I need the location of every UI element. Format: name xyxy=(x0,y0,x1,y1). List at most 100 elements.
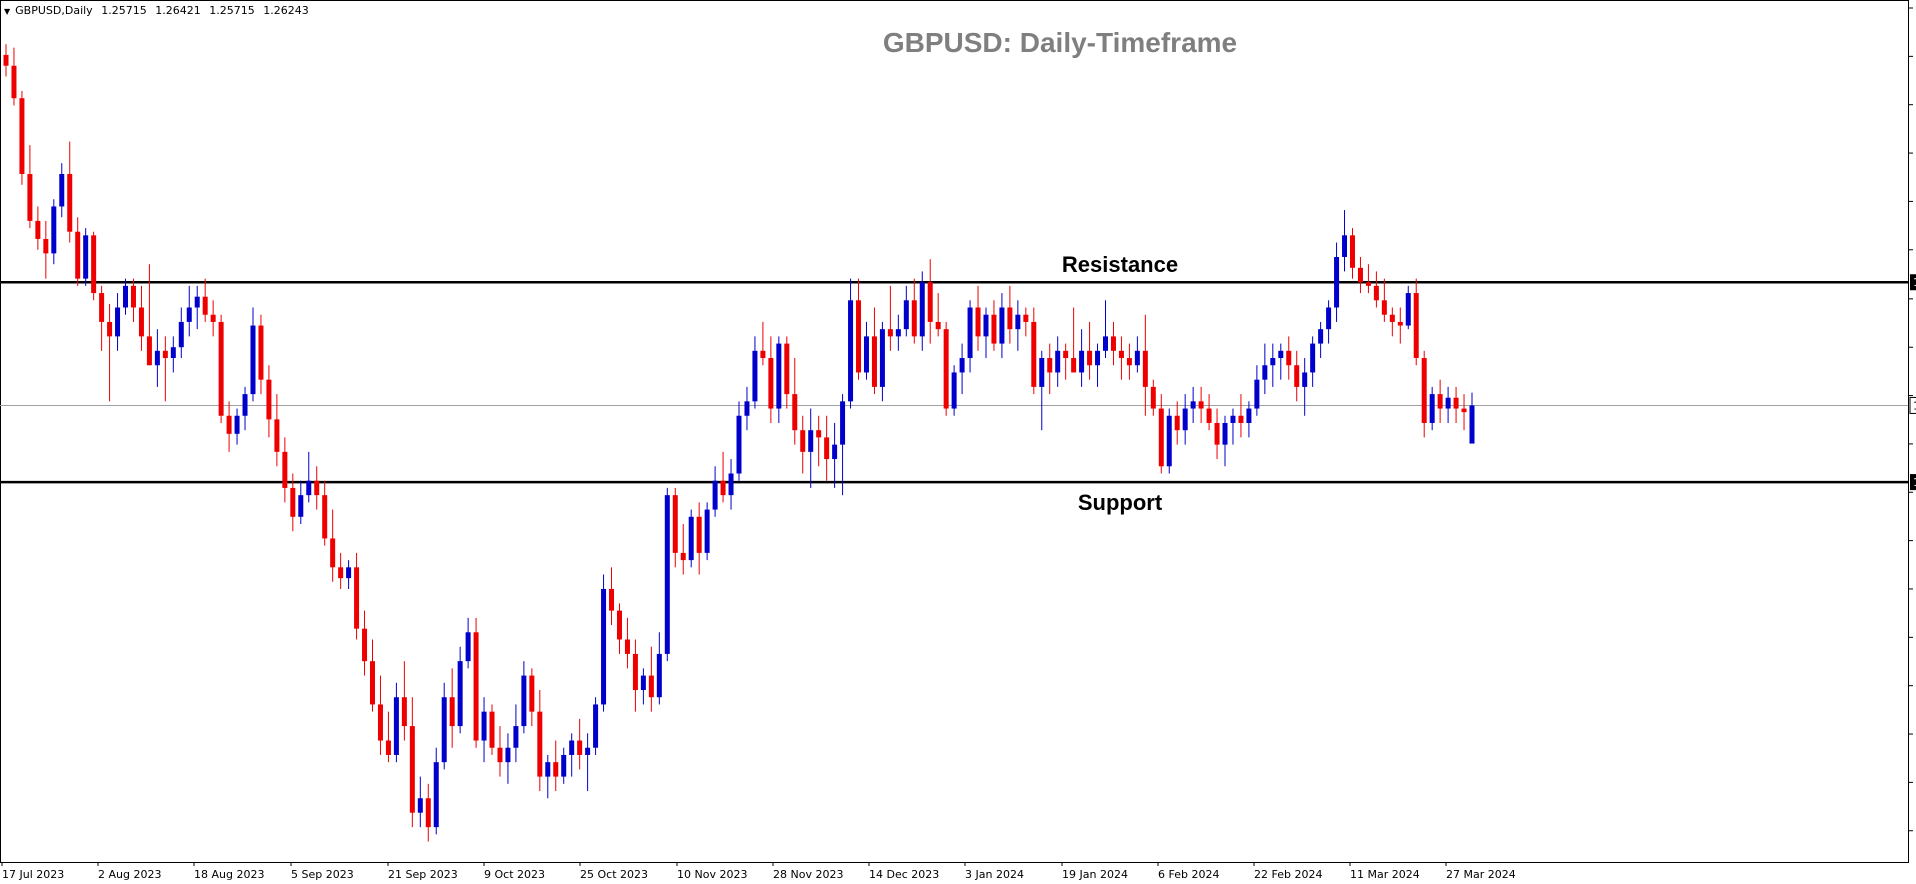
candle-body xyxy=(385,740,391,755)
candle-body xyxy=(481,711,487,741)
candle-body xyxy=(577,740,583,755)
candle-body xyxy=(951,372,957,409)
candle-body xyxy=(585,747,591,755)
plot-border xyxy=(0,0,1909,863)
candle-body xyxy=(688,516,694,561)
candle-body xyxy=(27,173,33,221)
candle-body xyxy=(1198,401,1204,409)
time-tick-label: 10 Nov 2023 xyxy=(677,868,747,881)
candle-body xyxy=(370,661,375,705)
candle-body xyxy=(1039,358,1045,387)
candle-body xyxy=(887,329,893,337)
candle-body xyxy=(1302,372,1308,387)
candle-body xyxy=(792,394,798,431)
candle-body xyxy=(226,415,232,434)
candle-body xyxy=(537,711,543,777)
candle-body xyxy=(871,336,877,387)
candle-body xyxy=(1365,282,1371,286)
candle-body xyxy=(1421,358,1427,423)
candle-body xyxy=(1397,321,1403,326)
candle-body xyxy=(696,516,702,553)
candle-body xyxy=(425,798,431,828)
candle-body xyxy=(863,336,869,373)
candle-body xyxy=(943,329,949,409)
candle-body xyxy=(648,675,654,698)
candle-body xyxy=(569,740,575,755)
candle-body xyxy=(433,762,439,828)
candle-body xyxy=(130,285,136,308)
candle-body xyxy=(1342,235,1348,257)
candle-body xyxy=(1015,314,1021,330)
candle-body xyxy=(824,437,830,460)
candle-body xyxy=(314,480,320,496)
time-tick-label: 18 Aug 2023 xyxy=(194,868,264,881)
levels-layer: Resistance 1.27950 Support 1.25181 1.26243 xyxy=(0,252,1916,515)
candle-body xyxy=(1238,415,1244,423)
symbol-dropdown-icon[interactable]: ▼ xyxy=(4,7,11,16)
time-tick-label: 14 Dec 2023 xyxy=(869,868,939,881)
candle-body xyxy=(927,282,933,322)
candle-body xyxy=(1270,358,1276,366)
time-tick-label: 25 Oct 2023 xyxy=(580,868,648,881)
support-price-box xyxy=(1910,474,1916,491)
candle-body xyxy=(194,296,200,308)
candle-body xyxy=(1095,350,1101,366)
candle-body xyxy=(903,300,909,330)
candle-body xyxy=(298,495,304,517)
candle-body xyxy=(75,231,81,279)
candle-body xyxy=(776,343,782,409)
candle-body xyxy=(632,653,638,691)
time-tick-label: 5 Sep 2023 xyxy=(291,868,354,881)
candle-body xyxy=(154,350,160,366)
candle-body xyxy=(441,697,447,763)
candle-body xyxy=(975,307,981,337)
symbol-info-bar: ▼ GBPUSD,Daily 1.25715 1.26421 1.25715 1.… xyxy=(4,4,314,17)
candle-body xyxy=(362,628,368,662)
candle-body xyxy=(1222,422,1228,445)
candle-body xyxy=(35,220,41,239)
candle-body xyxy=(1461,408,1467,413)
candle-body xyxy=(234,415,240,434)
resistance-price-label: 1.27950 xyxy=(1913,276,1916,289)
candle-body xyxy=(282,451,288,488)
candle-body xyxy=(728,473,734,496)
candle-body xyxy=(1166,415,1172,467)
low-price: 1.25715 xyxy=(209,4,255,17)
candle-body xyxy=(848,300,854,402)
candle-body xyxy=(1334,256,1340,308)
candle-body xyxy=(656,653,662,698)
candle-body xyxy=(983,314,989,337)
candle-body xyxy=(768,358,774,409)
candle-body xyxy=(1007,307,1013,330)
candle-body xyxy=(1118,350,1124,359)
candles-layer xyxy=(3,44,1475,842)
candle-body xyxy=(1063,350,1069,359)
time-tick-label: 19 Jan 2024 xyxy=(1062,868,1128,881)
candle-body xyxy=(242,394,248,416)
resistance-price-box xyxy=(1910,274,1916,291)
candle-body xyxy=(561,754,567,777)
candle-body xyxy=(409,726,415,813)
candle-body xyxy=(1326,307,1332,330)
candle-body xyxy=(545,762,551,777)
candle-body xyxy=(840,401,846,445)
candle-body xyxy=(274,419,280,452)
candle-body xyxy=(1389,314,1395,322)
candle-body xyxy=(967,307,973,359)
candle-body xyxy=(162,350,168,359)
candle-body xyxy=(1469,405,1475,444)
candle-body xyxy=(1318,329,1324,344)
candle-body xyxy=(1158,408,1164,467)
candle-body xyxy=(1349,235,1355,268)
candle-body xyxy=(1134,350,1140,366)
candle-body xyxy=(449,697,455,727)
candle-body xyxy=(856,300,862,373)
candle-body xyxy=(744,401,750,416)
candle-body xyxy=(1413,293,1419,359)
candle-body xyxy=(417,798,423,813)
candle-body xyxy=(959,358,965,373)
candle-body xyxy=(401,697,407,727)
candle-body xyxy=(553,762,559,777)
candle-body xyxy=(465,632,471,662)
